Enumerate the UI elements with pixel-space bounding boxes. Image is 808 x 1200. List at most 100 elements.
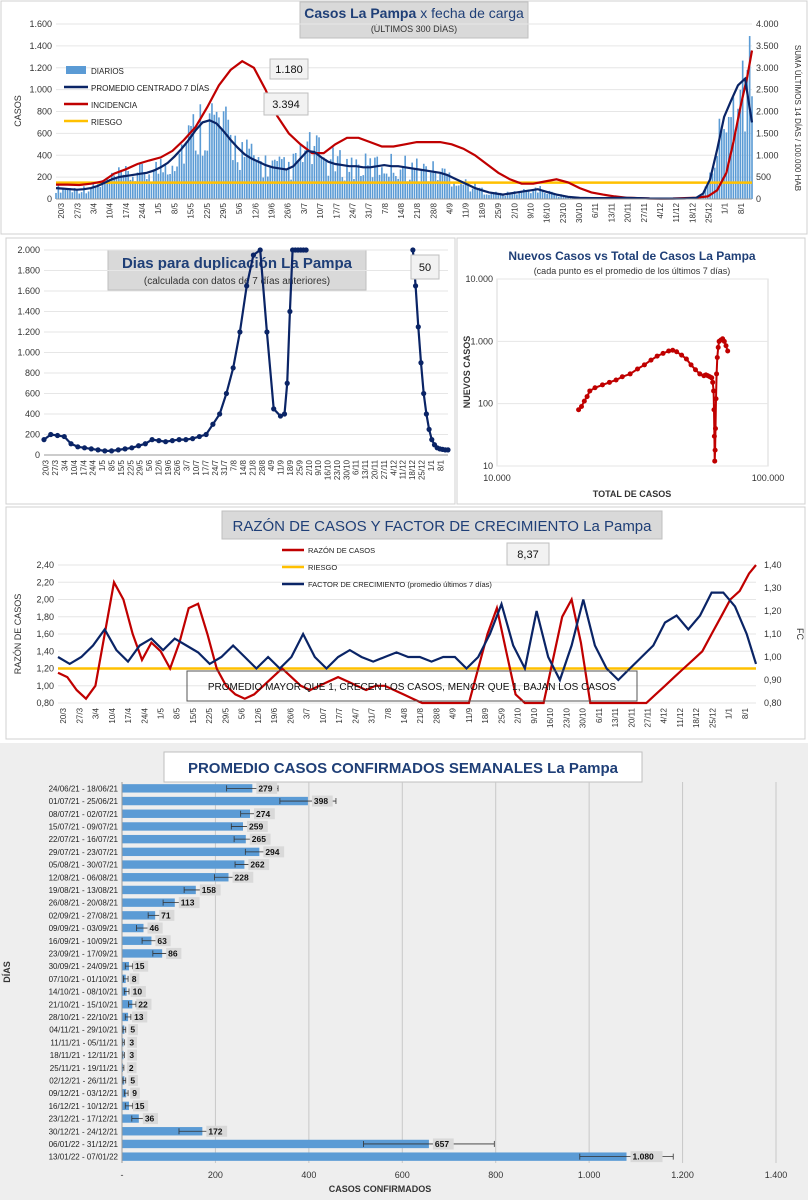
casos-daily-bar bbox=[115, 177, 118, 199]
nuevos-ytick-label: 1.000 bbox=[470, 336, 493, 346]
sem-value-label: 279 bbox=[258, 783, 272, 793]
dup-ytick-label: 1.400 bbox=[17, 307, 40, 317]
dup-point bbox=[421, 390, 427, 397]
casos-xtick-label: 25/12 bbox=[705, 202, 714, 223]
casos-daily-bar bbox=[185, 141, 188, 199]
dup-point bbox=[230, 365, 236, 371]
casos-daily-bar bbox=[744, 131, 746, 199]
casos-y2tick-label: 1.000 bbox=[756, 150, 779, 160]
casos-xtick-label: 9/10 bbox=[527, 202, 536, 218]
casos-daily-bar bbox=[187, 125, 190, 199]
casos-daily-bar bbox=[339, 150, 341, 199]
casos-daily-bar bbox=[723, 129, 725, 199]
sem-value-label: 172 bbox=[208, 1126, 222, 1136]
casos-daily-bar bbox=[285, 169, 288, 199]
casos-daily-bar bbox=[173, 171, 176, 199]
casos-daily-bar bbox=[101, 180, 104, 199]
casos-daily-bar bbox=[548, 190, 551, 199]
razon-xtick-label: 16/10 bbox=[546, 707, 555, 728]
casos-daily-bar bbox=[490, 194, 493, 199]
chart-nuevos-vs-total: 10 100 1.000 10.000 10.000 100.000 TOTAL DE CA… bbox=[462, 274, 784, 499]
title-box-casos bbox=[299, 1, 529, 39]
casos-daily-bar bbox=[343, 180, 346, 199]
razon-y2tick-label: 1,20 bbox=[764, 606, 782, 616]
casos-xtick-label: 13/11 bbox=[607, 202, 616, 222]
casos-daily-bar bbox=[516, 194, 518, 199]
casos-xtick-label: 5/6 bbox=[235, 202, 244, 214]
casos-daily-bar bbox=[87, 191, 90, 199]
dup-ytick-label: 1.000 bbox=[17, 348, 40, 358]
razon-xtick-label: 8/5 bbox=[173, 707, 182, 719]
dup-ytick-label: 1.800 bbox=[17, 266, 40, 276]
sem-value-label-bg bbox=[246, 820, 268, 832]
sem-category-label: 19/08/21 - 13/08/21 bbox=[49, 886, 119, 895]
dup-annotation-box bbox=[410, 254, 440, 280]
nuevos-point bbox=[592, 385, 598, 391]
sem-xlabel: CASOS CONFIRMADOS bbox=[329, 1184, 432, 1194]
sem-value-label-bg bbox=[155, 935, 171, 947]
sem-category-label: 13/01/22 - 07/01/22 bbox=[49, 1153, 119, 1162]
casos-daily-bar bbox=[348, 171, 351, 199]
dup-point bbox=[102, 448, 108, 454]
sem-value-label-bg bbox=[432, 1138, 454, 1150]
casos-y2label: SUMA ÚLTIMOS 14 DÍAS / 100.000 HAB bbox=[793, 45, 802, 191]
casos-daily-bar bbox=[388, 176, 390, 199]
sem-category-label: 06/01/22 - 31/12/21 bbox=[49, 1140, 119, 1149]
sem-bar bbox=[122, 1000, 133, 1009]
casos-ytick-label: 1.600 bbox=[29, 19, 52, 29]
razon-xtick-label: 25/9 bbox=[497, 707, 506, 723]
sem-value-label: 9 bbox=[132, 1088, 137, 1098]
razon-y2tick-label: 1,40 bbox=[764, 560, 782, 570]
casos-daily-bar bbox=[257, 157, 260, 199]
casos-daily-bar bbox=[523, 189, 525, 199]
sem-value-label-bg bbox=[311, 795, 333, 807]
casos-daily-bar bbox=[332, 147, 334, 199]
sem-value-label-bg bbox=[133, 1100, 149, 1112]
casos-daily-bar bbox=[718, 118, 721, 199]
casos-daily-bar bbox=[746, 69, 749, 199]
nuevos-ylabel: NUEVOS CASOS bbox=[462, 336, 472, 409]
razon-ytick-label: 1,00 bbox=[36, 681, 54, 691]
casos-xtick-label: 1/5 bbox=[154, 202, 163, 214]
casos-daily-bar bbox=[346, 158, 348, 199]
casos-daily-bar bbox=[315, 135, 318, 199]
casos-ytick-label: 1.000 bbox=[29, 85, 52, 95]
dup-point bbox=[277, 413, 284, 419]
casos-xtick-label: 6/11 bbox=[591, 202, 600, 218]
nuevos-point bbox=[712, 447, 718, 453]
dup-xtick-label: 15/5 bbox=[117, 459, 126, 475]
casos-xtick-label: 26/6 bbox=[284, 202, 293, 218]
dup-point bbox=[244, 283, 250, 289]
razon-xtick-label: 1/1 bbox=[725, 708, 734, 720]
nuevos-xtick-label: 100.000 bbox=[752, 473, 785, 483]
dup-point bbox=[223, 390, 230, 397]
casos-daily-bar bbox=[427, 181, 430, 199]
sem-value-label: 71 bbox=[161, 910, 171, 920]
casos-xtick-label: 11/9 bbox=[462, 202, 471, 218]
casos-daily-bar bbox=[704, 186, 707, 199]
sem-value-label: 274 bbox=[256, 809, 270, 819]
dup-xtick-label: 27/11 bbox=[380, 459, 389, 479]
razon-xtick-label: 27/11 bbox=[644, 707, 653, 727]
nuevos-point bbox=[581, 398, 587, 404]
sem-bar bbox=[122, 873, 229, 882]
casos-daily-bar bbox=[267, 176, 269, 199]
sem-value-label-bg bbox=[129, 973, 140, 985]
sem-category-label: 23/09/21 - 17/09/21 bbox=[49, 949, 119, 958]
razon-xtick-label: 7/8 bbox=[384, 707, 393, 719]
sem-value-label-bg bbox=[127, 1036, 138, 1048]
casos-daily-bar bbox=[457, 185, 460, 199]
dup-xtick-label: 30/10 bbox=[342, 459, 351, 480]
dup-point bbox=[61, 433, 67, 440]
chart-title-nuevos: Nuevos Casos vs Total de Casos La Pampa bbox=[508, 249, 756, 263]
casos-xtick-label: 27/3 bbox=[73, 202, 82, 218]
casos-daily-bar bbox=[199, 104, 202, 199]
casos-daily-bar bbox=[264, 155, 267, 199]
casos-daily-bar bbox=[409, 179, 411, 199]
nuevos-point bbox=[635, 366, 641, 372]
casos-daily-bar bbox=[748, 36, 751, 199]
razon-legend-label: RIESGO bbox=[308, 563, 337, 572]
sem-value-label-bg bbox=[232, 871, 254, 883]
razon-xtick-label: 24/7 bbox=[351, 707, 360, 723]
casos-daily-bar bbox=[376, 156, 379, 199]
